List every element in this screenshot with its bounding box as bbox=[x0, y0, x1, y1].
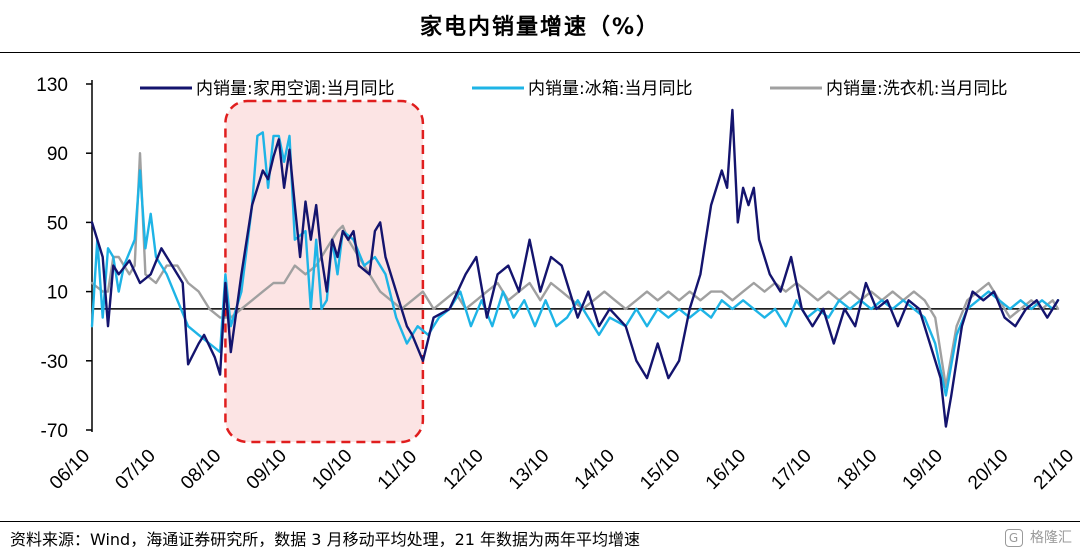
x-tick-label: 09/10 bbox=[243, 445, 291, 493]
x-tick-label: 12/10 bbox=[439, 445, 487, 493]
x-tick-label: 19/10 bbox=[899, 445, 947, 493]
y-tick-label: -70 bbox=[41, 421, 68, 442]
brand-logo-icon: G bbox=[1004, 529, 1023, 547]
x-tick-label: 21/10 bbox=[1030, 445, 1078, 493]
y-tick-label: 10 bbox=[47, 283, 68, 304]
y-tick-label: 130 bbox=[36, 75, 68, 96]
y-tick-label: -30 bbox=[41, 352, 68, 373]
y-tick-label: 90 bbox=[47, 144, 68, 165]
series-line-aircon bbox=[90, 108, 1060, 428]
line-chart: 130 90 50 10 -30 -70 06/10 07/10 08/10 09/10 10/10… bbox=[36, 75, 1078, 494]
x-tick-label: 17/10 bbox=[767, 445, 815, 493]
x-tick-label: 10/10 bbox=[308, 445, 356, 493]
x-tick-label: 20/10 bbox=[964, 445, 1012, 493]
x-tick-label: 16/10 bbox=[702, 445, 750, 493]
x-tick-label: 18/10 bbox=[833, 445, 881, 493]
watermark-text: 格隆汇 bbox=[1030, 530, 1072, 546]
footer-divider bbox=[0, 521, 1080, 522]
chart-title: 家电内销量增速（%） bbox=[419, 15, 661, 40]
x-tick-label: 07/10 bbox=[111, 445, 159, 493]
watermark: G 格隆汇 bbox=[1004, 527, 1072, 547]
x-tick-label: 11/10 bbox=[374, 446, 421, 493]
source-note: 资料来源：Wind，海通证券研究所，数据 3 月移动平均处理，21 年数据为两年… bbox=[10, 530, 641, 549]
legend-label-fridge: 内销量:冰箱:当月同比 bbox=[528, 79, 692, 99]
x-tick-label: 08/10 bbox=[177, 445, 225, 493]
legend-label-washer: 内销量:洗衣机:当月同比 bbox=[826, 79, 1007, 99]
x-tick-label: 13/10 bbox=[505, 445, 553, 493]
title-divider bbox=[0, 52, 1080, 53]
x-tick-label: 14/10 bbox=[571, 445, 619, 493]
y-tick-label: 50 bbox=[47, 213, 68, 234]
legend-label-aircon: 内销量:家用空调:当月同比 bbox=[196, 79, 394, 99]
x-tick-label: 15/10 bbox=[636, 445, 684, 493]
x-tick-label: 06/10 bbox=[46, 445, 94, 493]
